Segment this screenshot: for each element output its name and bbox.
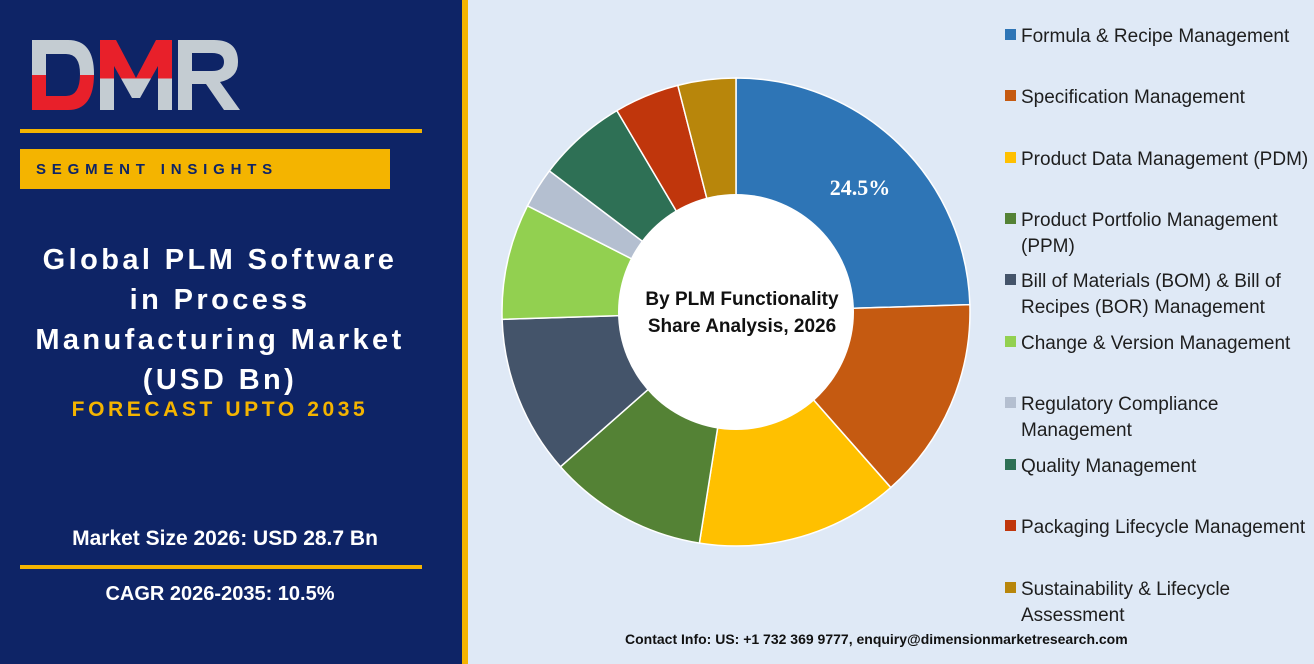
- report-title-line: in Process: [129, 284, 311, 316]
- center-title-line: By PLM Functionality: [645, 289, 839, 310]
- legend-label: Formula & Recipe Management: [1021, 26, 1290, 47]
- logo-letter-d: [32, 40, 94, 110]
- market-size-stat: Market Size 2026: USD 28.7 Bn: [72, 527, 378, 550]
- legend-swatch: [1005, 336, 1016, 347]
- forecast-label: FORECAST UPTO 2035: [71, 398, 369, 421]
- donut-chart: By PLM Functionality Share Analysis, 202…: [501, 77, 971, 547]
- logo-letter-m: [100, 40, 172, 110]
- legend-label: Quality Management: [1021, 456, 1197, 477]
- legend-swatch: [1005, 397, 1016, 408]
- legend-label: Product Data Management (PDM): [1021, 149, 1309, 170]
- top-rule: [20, 129, 422, 133]
- legend-swatch: [1005, 213, 1016, 224]
- report-title-line: Manufacturing Market: [35, 324, 405, 356]
- legend-label: Packaging Lifecycle Management: [1021, 517, 1306, 538]
- legend-swatch: [1005, 90, 1016, 101]
- dmr-logo: [32, 40, 240, 110]
- logo-letter-r: [178, 40, 240, 110]
- stat-divider: [20, 565, 422, 569]
- legend-swatch: [1005, 582, 1016, 593]
- contact-info: Contact Info: US: +1 732 369 9777, enqui…: [625, 631, 1128, 647]
- legend-swatch: [1005, 152, 1016, 163]
- slice-data-label: 24.5%: [830, 175, 891, 200]
- legend-label: Change & Version Management: [1021, 333, 1291, 354]
- legend-label: Product Portfolio Management (PPM): [1021, 210, 1278, 257]
- left-panel: SEGMENT INSIGHTS Global PLM Software in …: [0, 0, 462, 664]
- segment-insights-banner: SEGMENT INSIGHTS: [20, 149, 390, 189]
- report-title-line: (USD Bn): [142, 364, 298, 396]
- report-title-line: Global PLM Software: [42, 244, 398, 276]
- report-title: Global PLM Software in Process Manufactu…: [0, 240, 440, 400]
- legend-label: Regulatory Compliance Management: [1021, 394, 1219, 441]
- legend-swatch: [1005, 29, 1016, 40]
- cagr-stat: CAGR 2026-2035: 10.5%: [105, 583, 335, 605]
- legend-label: Sustainability & Lifecycle Assessment: [1021, 579, 1231, 626]
- legend-label: Specification Management: [1021, 87, 1245, 108]
- legend-swatch: [1005, 274, 1016, 285]
- donut-hole: [618, 194, 854, 430]
- panel-divider: [462, 0, 468, 664]
- segment-insights-label: SEGMENT INSIGHTS: [36, 161, 278, 178]
- legend-swatch: [1005, 520, 1016, 531]
- center-title-line: Share Analysis, 2026: [648, 316, 836, 337]
- legend-swatch: [1005, 459, 1016, 470]
- legend-label: Bill of Materials (BOM) & Bill of Recipe…: [1021, 271, 1281, 318]
